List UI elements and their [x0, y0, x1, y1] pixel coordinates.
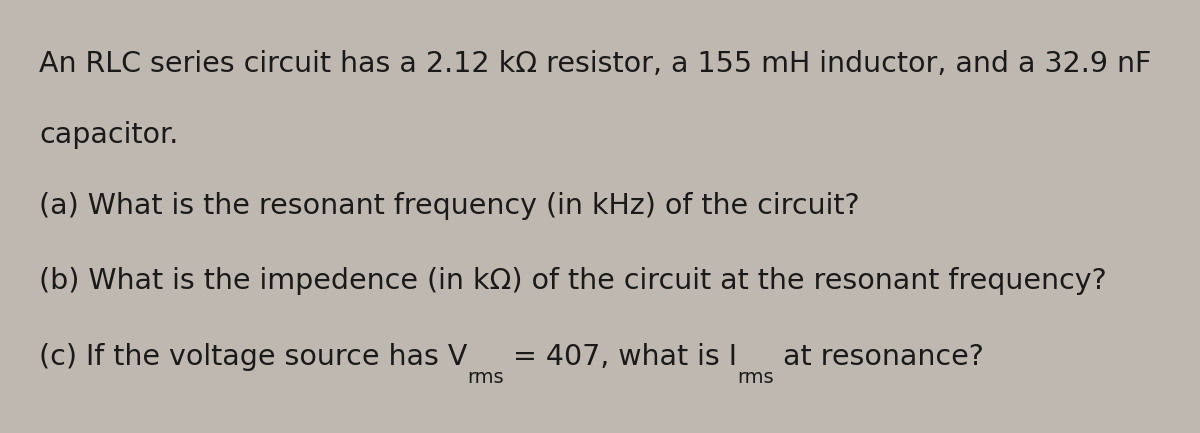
Text: An RLC series circuit has a 2.12 kΩ resistor, a 155 mH inductor, and a 32.9 nF: An RLC series circuit has a 2.12 kΩ resi… — [40, 49, 1152, 78]
Text: (a) What is the resonant frequency (in kHz) of the circuit?: (a) What is the resonant frequency (in k… — [40, 192, 859, 220]
Text: rms: rms — [737, 368, 774, 387]
Text: capacitor.: capacitor. — [40, 121, 179, 149]
Text: = 407, what is I: = 407, what is I — [504, 343, 737, 371]
Text: rms: rms — [468, 368, 504, 387]
Text: at resonance?: at resonance? — [774, 343, 984, 371]
Text: (b) What is the impedence (in kΩ) of the circuit at the resonant frequency?: (b) What is the impedence (in kΩ) of the… — [40, 268, 1106, 295]
Text: (c) If the voltage source has V: (c) If the voltage source has V — [40, 343, 468, 371]
